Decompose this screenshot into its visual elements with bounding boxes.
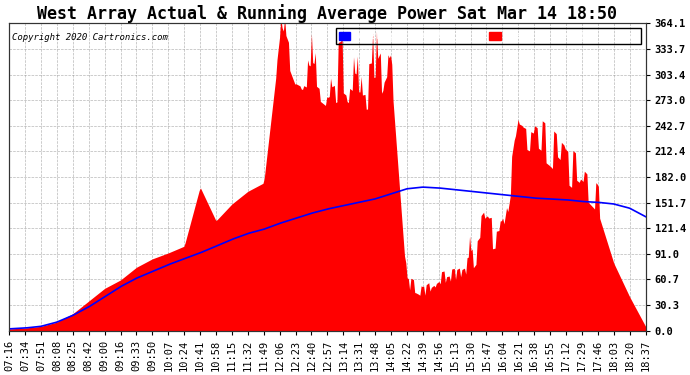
Title: West Array Actual & Running Average Power Sat Mar 14 18:50: West Array Actual & Running Average Powe… [37, 4, 618, 23]
Text: Copyright 2020 Cartronics.com: Copyright 2020 Cartronics.com [12, 33, 168, 42]
Legend: Average  (DC Watts), West Array  (DC Watts): Average (DC Watts), West Array (DC Watts… [335, 28, 641, 44]
